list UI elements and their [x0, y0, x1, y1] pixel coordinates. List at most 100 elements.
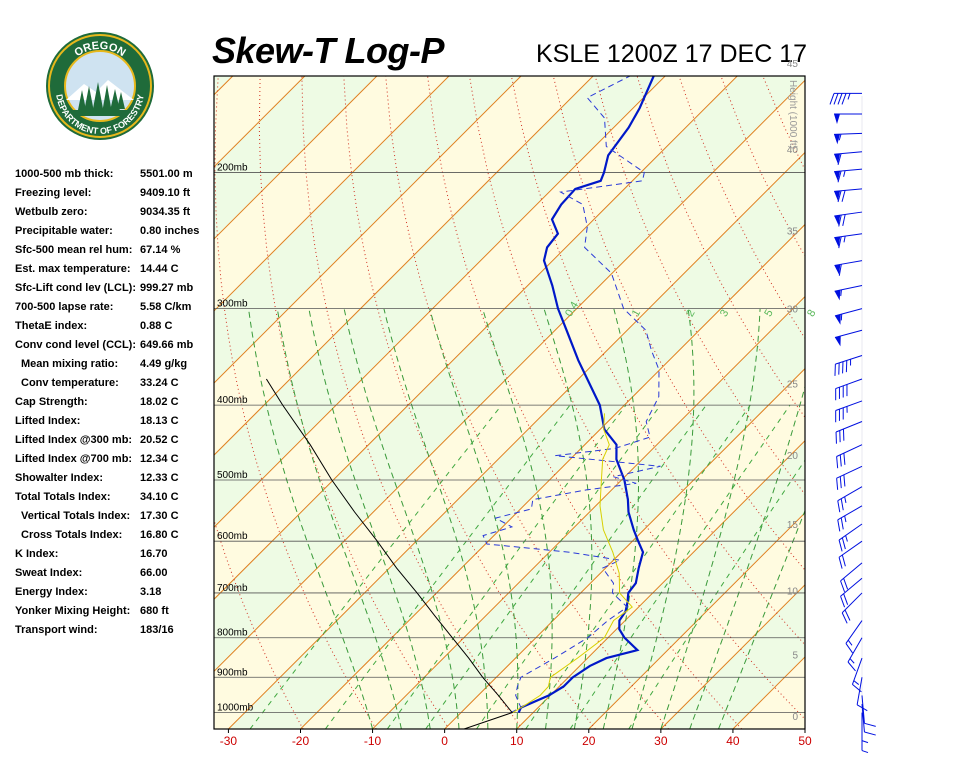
- moist-adiabat-line: [718, 509, 805, 729]
- stat-value: 17.30 C: [140, 510, 179, 522]
- wind-barb: [837, 486, 863, 513]
- x-tick-label: -20: [292, 734, 310, 748]
- moist-adiabat-line: [383, 308, 489, 729]
- stat-label: Wetbulb zero:: [15, 206, 88, 218]
- oregon-forestry-logo: OREGON DEPARTMENT OF FORESTRY: [44, 30, 156, 142]
- wind-barb: [836, 465, 863, 490]
- isotherm-line: [214, 76, 666, 528]
- pressure-label: 900mb: [217, 667, 248, 678]
- wind-barb: [838, 523, 863, 552]
- wind-barb: [836, 444, 863, 469]
- x-tick-label: 50: [798, 734, 812, 748]
- wind-barb: [834, 188, 863, 203]
- stat-label: Sfc-Lift cond lev (LCL):: [15, 282, 136, 294]
- pressure-label: 500mb: [217, 470, 248, 481]
- pressure-label: 600mb: [217, 531, 248, 542]
- wind-barb: [847, 637, 863, 672]
- chart-title: Skew-T Log-P: [212, 30, 445, 71]
- height-tick-label: 40: [787, 145, 799, 156]
- wind-barb: [834, 355, 863, 376]
- wind-barb: [840, 562, 863, 593]
- plot-frame: [213, 75, 806, 730]
- stat-label: Sweat Index:: [15, 567, 83, 579]
- stat-value: 183/16: [140, 624, 174, 636]
- pressure-label: 400mb: [217, 395, 248, 406]
- stat-label: ThetaE index:: [15, 320, 88, 332]
- stat-label: Showalter Index:: [15, 472, 104, 484]
- isotherm-line: [444, 367, 805, 729]
- mixing-ratio-label: 8: [805, 308, 818, 319]
- mixing-ratio-line: [324, 404, 571, 729]
- moist-adiabat-line: [308, 308, 431, 729]
- stat-label: Cap Strength:: [15, 396, 88, 408]
- mixing-ratio-label: 5: [762, 308, 775, 319]
- mixing-ratio-label: 3: [718, 308, 731, 319]
- pressure-label: 1000mb: [217, 703, 254, 714]
- wind-barb: [861, 704, 876, 736]
- isotherm-line: [214, 76, 594, 456]
- wind-barb: [834, 260, 863, 276]
- wind-barb: [840, 577, 863, 608]
- dry-adiabat-line: [930, 76, 960, 729]
- stat-value: 20.52 C: [140, 434, 179, 446]
- parcel-line: [265, 378, 514, 729]
- isotherm-line: [372, 295, 805, 729]
- stat-label: 700-500 lapse rate:: [15, 301, 114, 313]
- stat-label: Sfc-500 mean rel hum:: [15, 244, 133, 256]
- wind-barb: [838, 540, 863, 569]
- wind-barb: [835, 378, 863, 401]
- height-tick-label: 25: [787, 379, 799, 390]
- x-tick-label: 20: [582, 734, 596, 748]
- stat-label: Conv temperature:: [21, 377, 119, 389]
- stat-label: Energy Index:: [15, 586, 88, 598]
- pressure-label: 800mb: [217, 628, 248, 639]
- pressure-label: 700mb: [217, 583, 248, 594]
- temperature-band: [214, 80, 805, 729]
- moist-adiabat-line: [689, 384, 805, 729]
- wind-barb: [834, 329, 863, 347]
- wind-barb: [845, 620, 863, 654]
- wind-barb: [835, 421, 863, 444]
- stat-label: Lifted Index:: [15, 415, 81, 427]
- stat-label: Vertical Totals Index:: [21, 510, 131, 522]
- wind-barb: [861, 695, 876, 727]
- x-tick-label: 40: [726, 734, 740, 748]
- stat-label: Lifted Index @700 mb:: [15, 453, 133, 465]
- stat-label: K Index:: [15, 548, 59, 560]
- wind-barb: [861, 722, 869, 754]
- stat-value: 18.02 C: [140, 396, 179, 408]
- sounding-curves: [265, 76, 661, 729]
- stat-value: 5.58 C/km: [140, 301, 192, 313]
- stat-label: 1000-500 mb thick:: [15, 168, 114, 180]
- isotherm-line: [214, 76, 378, 240]
- mixing-ratio-label: 1: [630, 308, 643, 319]
- stat-value: 67.14 %: [140, 244, 181, 256]
- stat-value: 66.00: [140, 567, 168, 579]
- stat-value: 18.13 C: [140, 415, 179, 427]
- wind-barb: [833, 132, 863, 145]
- x-tick-label: -30: [220, 734, 238, 748]
- wind-barb: [834, 151, 863, 166]
- mixing-ratio-line: [569, 404, 791, 729]
- stat-value: 649.66 mb: [140, 339, 194, 351]
- pressure-label: 300mb: [217, 299, 248, 310]
- wind-barb: [835, 400, 863, 423]
- pressure-label: 200mb: [217, 163, 248, 174]
- stat-label: Yonker Mixing Height:: [15, 605, 131, 617]
- wind-barb: [834, 308, 863, 325]
- mixing-ratio-line: [525, 404, 751, 729]
- mixing-ratio-line: [476, 404, 707, 729]
- x-tick-label: -10: [364, 734, 382, 748]
- mixing-ratio-label: 2: [684, 308, 697, 319]
- height-tick-label: 15: [787, 520, 799, 531]
- wind-barb: [834, 284, 863, 301]
- stat-value: 14.44 C: [140, 263, 179, 275]
- moist-adiabat-line: [631, 308, 695, 729]
- moist-adiabat-line: [343, 308, 460, 729]
- stat-value: 16.80 C: [140, 529, 179, 541]
- moist-adiabat-line: [543, 308, 593, 729]
- x-tick-label: 30: [654, 734, 668, 748]
- stat-value: 0.88 C: [140, 320, 173, 332]
- mixing-ratio-line: [386, 404, 627, 729]
